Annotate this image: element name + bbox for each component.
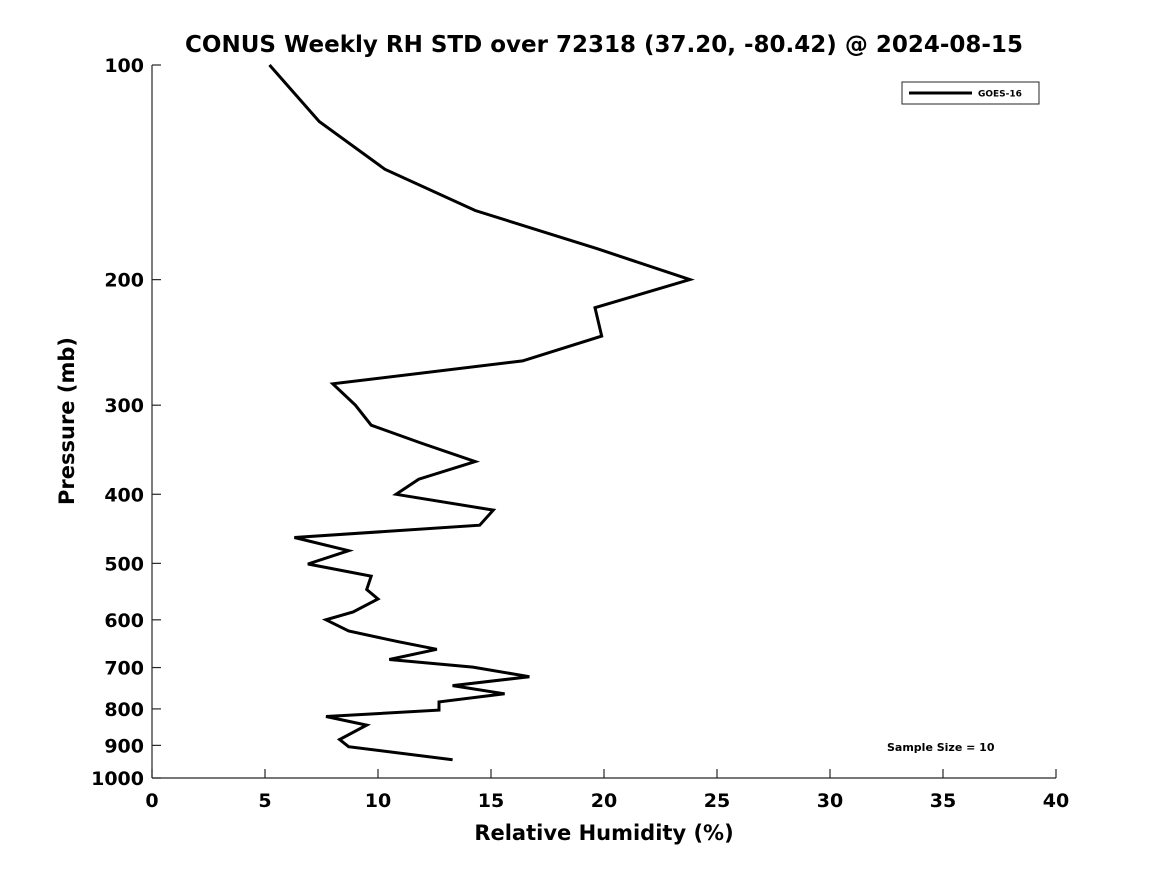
x-tick-label: 10 [365, 790, 391, 812]
y-tick-label: 500 [104, 553, 144, 575]
y-tick-label: 400 [104, 484, 144, 506]
legend-entry-goes-16: GOES-16 [978, 90, 1022, 100]
y-axis-label: Pressure (mb) [55, 337, 79, 505]
x-tick-label: 20 [591, 790, 617, 812]
y-tick-label: 1000 [91, 768, 144, 790]
x-tick-label: 5 [258, 790, 271, 812]
y-tick-label: 900 [104, 735, 144, 757]
y-tick-label: 300 [104, 395, 144, 417]
x-tick-label: 40 [1043, 790, 1069, 812]
x-tick-label: 35 [930, 790, 956, 812]
y-tick-label: 600 [104, 610, 144, 632]
y-tick-label: 200 [104, 270, 144, 292]
series-line-goes-16 [268, 64, 695, 762]
x-axis-label: Relative Humidity (%) [474, 821, 733, 845]
y-tick-label: 700 [104, 658, 144, 680]
chart-title: CONUS Weekly RH STD over 72318 (37.20, -… [185, 32, 1023, 58]
legend: GOES-16 [901, 81, 1040, 105]
y-tick-label: 100 [104, 55, 144, 77]
x-tick-label: 0 [145, 790, 158, 812]
x-tick-label: 30 [817, 790, 843, 812]
x-tick-label: 15 [478, 790, 504, 812]
sample-size-annotation: Sample Size = 10 [887, 741, 995, 754]
axes [151, 65, 1056, 779]
y-tick-label: 800 [104, 699, 144, 721]
x-tick-label: 25 [704, 790, 730, 812]
